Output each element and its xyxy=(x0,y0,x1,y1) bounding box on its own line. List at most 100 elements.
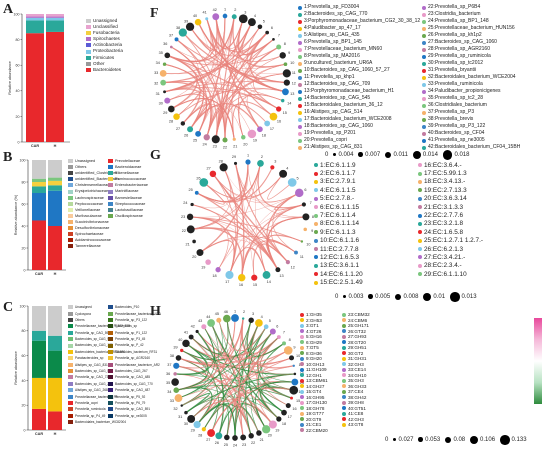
legend-label: 27:GH93 xyxy=(348,334,367,340)
network-node xyxy=(251,274,258,281)
legend-label: Bacteroidales_bacterium_WC82004 xyxy=(75,420,127,425)
legend-swatch xyxy=(68,171,73,176)
legend-label: 16:Alistipes_sp_CAG_514 xyxy=(304,109,363,115)
network-edge xyxy=(190,336,280,420)
network-node xyxy=(276,416,282,422)
network-node xyxy=(294,250,298,255)
network-legend-item: 6:Prevotella_sp_BP1_145 xyxy=(298,39,420,46)
legend-dot xyxy=(314,213,318,218)
network-edge xyxy=(190,318,229,355)
legend-item: Bacteroides_sp_CAG_262 xyxy=(68,381,130,387)
network-node xyxy=(211,135,220,144)
legend-dot xyxy=(314,247,318,252)
legend-item: Muribaculaceae xyxy=(68,213,120,219)
network-edge xyxy=(163,16,235,75)
network-node xyxy=(241,317,245,320)
y-tick-label: 40 xyxy=(22,224,26,228)
legend-swatch xyxy=(108,375,113,380)
legend-dot xyxy=(422,40,426,45)
network-node xyxy=(201,324,207,330)
network-node-label: 5 xyxy=(296,176,298,180)
legend-label: Prevotellaceae_bacterium_P_302_B71 xyxy=(75,324,131,329)
legend-swatch xyxy=(68,356,73,361)
legend-label: 6:GH29 xyxy=(306,339,322,345)
network-legend-item: 12:EC:1.6.5.3 xyxy=(314,253,363,261)
legend-item: Prevotella_sp_P1_122 xyxy=(108,330,161,336)
bar-segment-bacteroidaceae xyxy=(32,193,46,221)
network-edge xyxy=(250,398,285,434)
size-label: 0.01 xyxy=(433,293,446,300)
network-node xyxy=(269,328,276,335)
legend-dot xyxy=(300,384,304,389)
network-node-label: 30 xyxy=(159,102,163,106)
legend-dot xyxy=(342,334,346,339)
legend-label: 4:Paludibacter_sp_47_17 xyxy=(304,25,361,31)
network-legend-item: 1:EC:6.1.1.9 xyxy=(314,161,363,169)
legend-swatch xyxy=(86,67,91,72)
legend-label: Lactobacillaceae xyxy=(115,207,144,212)
y-tick-label: 20 xyxy=(22,404,26,408)
legend-dot xyxy=(314,171,318,176)
legend-label: 36:Clostridiales_bacterium xyxy=(428,102,487,108)
legend-label: Unassigned xyxy=(75,159,96,163)
panel-letter-f: F xyxy=(150,6,159,21)
network-legend-item: 32:GH3 xyxy=(342,362,370,368)
network-edge xyxy=(224,103,268,141)
network-legend-item: 4:Paludibacter_sp_47_17 xyxy=(298,25,420,32)
network-node xyxy=(257,126,263,133)
legend-label: Acidaminococcaceae xyxy=(75,238,111,243)
network-node xyxy=(163,90,166,94)
bar-segment-bacteroides-sp xyxy=(32,377,46,409)
legend-label: 16:EC:3.6.4.- xyxy=(424,161,462,169)
legend-dot xyxy=(422,68,426,73)
legend-item: Prevotellaceae_bacterium_AR2 xyxy=(108,362,161,368)
legend-label: Prevotella_sp_ne3005 xyxy=(115,413,147,418)
network-node xyxy=(293,372,297,376)
legend-c-left: Unassigned Cyclospora Others Prevotellaceae… xyxy=(68,304,130,425)
network-edge xyxy=(196,161,249,202)
size-dot xyxy=(368,294,374,300)
y-tick-label: 60 xyxy=(22,354,26,358)
legend-label: 6:EC:6.1.1.15 xyxy=(320,203,360,211)
legend-dot xyxy=(298,68,302,73)
legend-item: Oscillospiraceae xyxy=(108,213,148,219)
legend-dot xyxy=(342,378,346,383)
network-node-label: 36 xyxy=(166,372,170,376)
network-edge xyxy=(185,336,212,360)
network-node xyxy=(245,159,251,165)
legend-item: Bacteroides_sp xyxy=(108,323,161,329)
legend-dot xyxy=(298,54,302,59)
legend-label: Prevotella_sp_P6_79 xyxy=(115,401,146,405)
network-node xyxy=(223,314,231,323)
network-node-label: 34 xyxy=(167,390,171,394)
legend-swatch xyxy=(86,49,91,54)
network-legend-item: 41:CE8 xyxy=(342,411,370,417)
x-tick-label: CAR xyxy=(31,144,39,148)
legend-dot xyxy=(342,417,346,422)
network-legend-item: 10:GH13 xyxy=(300,362,328,368)
network-node-label: 25 xyxy=(188,188,192,192)
legend-label: 12:Bacteroides_sp_CAG_709 xyxy=(304,81,371,87)
network-legend-item: 9:EC:6.1.1.3 xyxy=(314,228,363,236)
y-axis-label: Relative abundance xyxy=(8,61,12,95)
legend-label: Prevotella_sp_P3_45 xyxy=(115,337,146,342)
legend-item: Streptococcaceae xyxy=(108,201,148,207)
network-node xyxy=(194,190,199,195)
network-edge xyxy=(192,167,232,209)
y-tick-label: 60 xyxy=(22,202,26,206)
size-label: 0.004 xyxy=(338,151,354,158)
network-legend-item: 3:Porphyromonadaceae_bacterium_CG2_30_38… xyxy=(298,18,420,25)
legend-label: Tannerellaceae xyxy=(75,244,101,249)
legend-item: Spirochaetaceae xyxy=(68,231,120,237)
legend-dot xyxy=(300,356,304,361)
legend-label: 16:GH95 xyxy=(306,394,325,400)
legend-dot xyxy=(298,145,302,150)
size-label: 0.014 xyxy=(422,151,438,158)
legend-item: Others xyxy=(68,317,130,323)
size-dot xyxy=(450,292,460,302)
network-node-label: 6 xyxy=(304,188,306,192)
network-node-label: 1 xyxy=(247,153,249,157)
network-node-label: 12 xyxy=(292,82,296,86)
legend-item: Acidaminococcaceae xyxy=(68,237,120,243)
legend-dot xyxy=(300,345,304,350)
